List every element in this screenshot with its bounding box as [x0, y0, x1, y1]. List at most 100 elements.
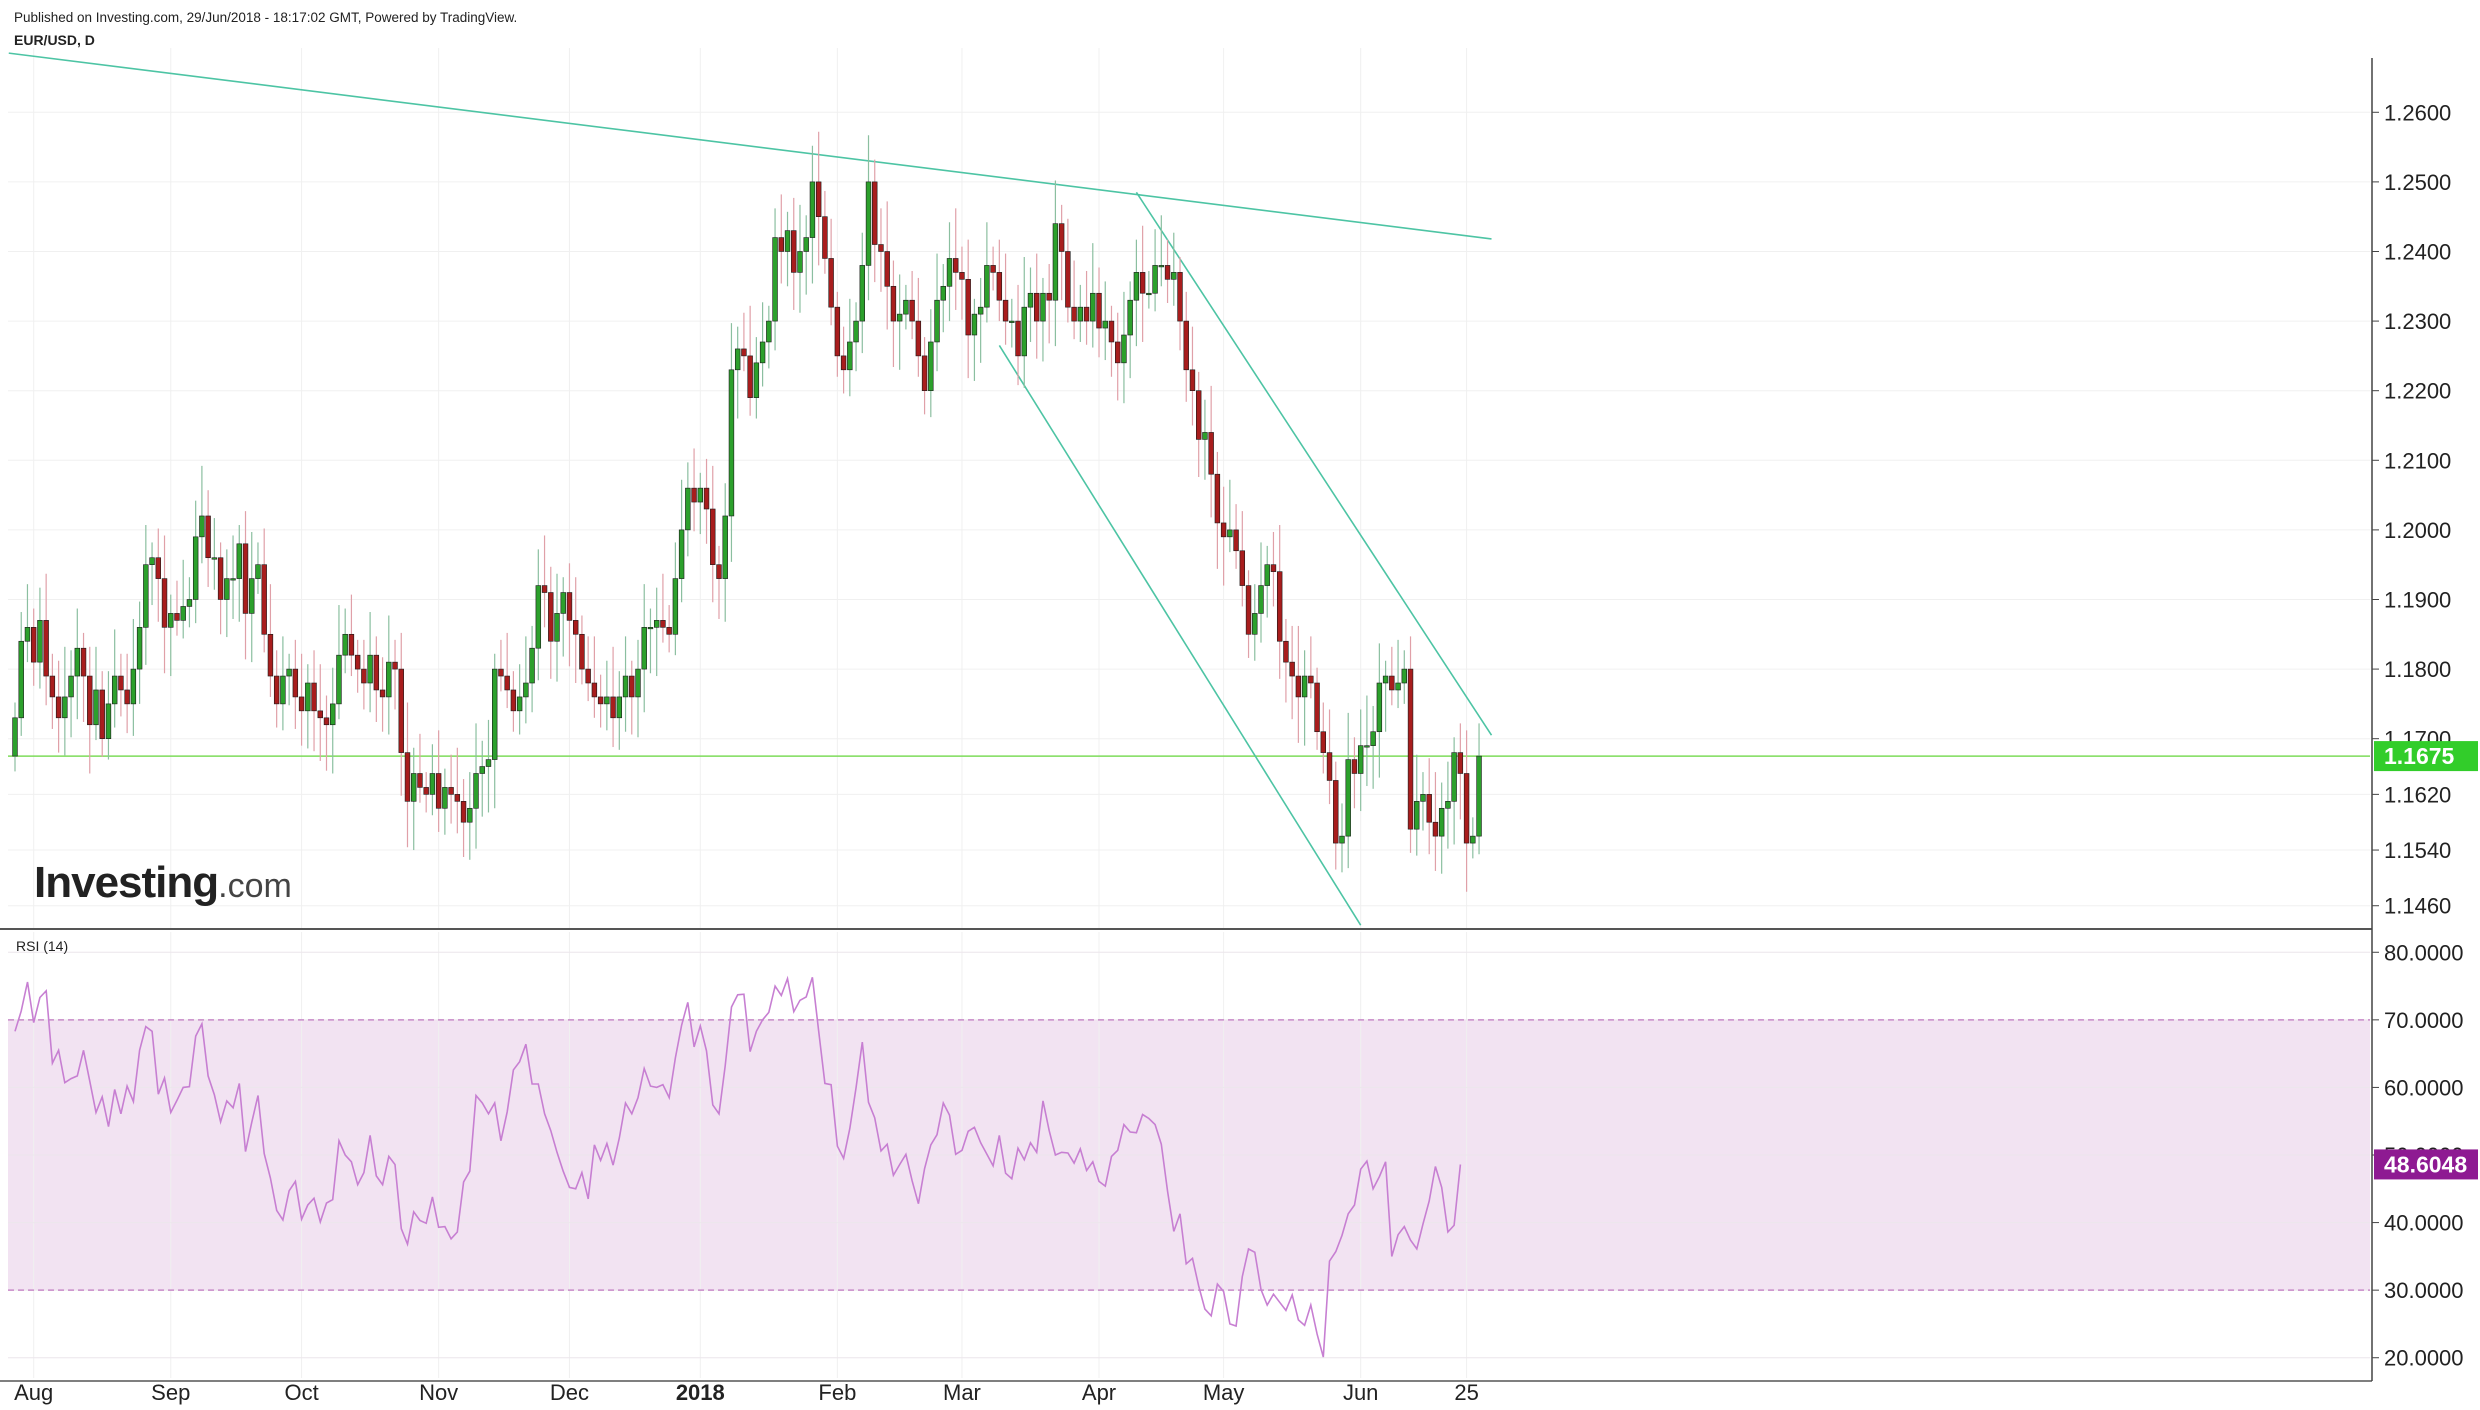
candle-body — [784, 230, 791, 252]
candle-body — [143, 564, 149, 628]
candle-body — [192, 536, 199, 600]
candle-body — [1457, 752, 1464, 774]
candle-body — [734, 348, 741, 371]
candle-body — [1326, 752, 1333, 781]
candle-body — [423, 787, 429, 795]
candle-body — [747, 355, 753, 398]
candle-body — [1058, 223, 1065, 252]
candle-body — [1040, 292, 1046, 322]
candle-body — [205, 515, 211, 559]
candle-body — [703, 487, 710, 510]
candle-body — [323, 717, 330, 726]
candle-body — [647, 627, 654, 630]
candle-body — [541, 585, 548, 593]
candle-body — [516, 696, 523, 712]
price-tick-label: 1.2600 — [2384, 100, 2451, 125]
candle-body — [330, 703, 336, 726]
candle-body — [217, 557, 224, 600]
candle-body — [1015, 320, 1021, 357]
candle-body — [105, 703, 112, 739]
candle-body — [1382, 675, 1389, 684]
candle-body — [93, 689, 99, 726]
candle-body — [1432, 821, 1439, 837]
candle-body — [1220, 522, 1227, 538]
price-tick-label: 1.2200 — [2384, 379, 2451, 404]
candle-body — [1314, 682, 1320, 733]
candle-body — [778, 237, 784, 252]
candle-body — [68, 675, 74, 698]
candle-body — [828, 258, 834, 308]
candle-body — [1245, 585, 1252, 635]
candle-body — [1133, 272, 1140, 301]
candle-body — [460, 801, 467, 823]
candle-body — [535, 585, 542, 649]
candle-body — [435, 773, 442, 809]
candle-body — [454, 794, 461, 802]
candle-body — [99, 689, 105, 739]
candle-body — [666, 627, 672, 635]
candle-body — [865, 181, 872, 266]
candle-body — [1052, 223, 1059, 301]
candle-body — [1027, 292, 1034, 308]
candle-body — [840, 355, 847, 371]
rsi-tick-label: 60.0000 — [2384, 1075, 2464, 1100]
candle-body — [136, 627, 143, 670]
candle-body — [1401, 668, 1407, 684]
candle-body — [872, 181, 878, 245]
price-tick-label: 1.1800 — [2384, 657, 2451, 682]
candle-body — [392, 661, 398, 670]
candle-body — [386, 661, 392, 698]
published-note: Published on Investing.com, 29/Jun/2018 … — [14, 10, 518, 25]
candle-body — [1301, 675, 1308, 698]
candle-body — [990, 265, 996, 273]
candle-body — [305, 682, 311, 712]
candle-body — [1333, 780, 1339, 844]
trendline-3 — [998, 345, 1362, 926]
candle-body — [111, 675, 118, 705]
candle-body — [1102, 320, 1108, 329]
candle-body — [1009, 320, 1015, 323]
candle-body — [417, 773, 423, 788]
candle-body — [1177, 272, 1183, 322]
last-price-badge — [2374, 741, 2478, 772]
candle-body — [921, 355, 928, 391]
candle-body — [1096, 292, 1102, 329]
candle-body — [996, 272, 1003, 301]
candle-body — [1214, 473, 1221, 524]
candle-body — [249, 578, 255, 614]
candle-body — [1264, 564, 1270, 586]
candle-body — [791, 230, 797, 273]
candle-body — [492, 668, 498, 760]
candle-body — [1470, 835, 1476, 844]
candle-body — [977, 306, 984, 315]
candle-body — [579, 633, 585, 670]
candle-body — [442, 787, 448, 809]
price-tick-label: 1.2100 — [2384, 448, 2451, 473]
candle-body — [87, 675, 93, 726]
trendline-1 — [8, 52, 1492, 240]
candle-body — [909, 299, 915, 322]
candle-body — [242, 543, 249, 614]
price-tick-label: 1.1900 — [2384, 587, 2451, 612]
candle-body — [161, 578, 168, 628]
candle-body — [1108, 320, 1115, 343]
candle-body — [404, 752, 411, 802]
candle-body — [560, 592, 566, 614]
candle-body — [1127, 299, 1133, 336]
candle-body — [753, 362, 760, 398]
candle-body — [80, 647, 87, 677]
candle-body — [847, 341, 853, 371]
candle-body — [616, 696, 623, 719]
candle-body — [149, 557, 155, 565]
candle-body — [834, 306, 841, 357]
candle-body — [398, 668, 404, 753]
candle-body — [710, 508, 716, 565]
candle-body — [224, 578, 230, 600]
candle-body — [1308, 675, 1314, 684]
symbol-title: EUR/USD, D — [14, 32, 95, 48]
candle-body — [641, 627, 647, 670]
candle-body — [1021, 306, 1027, 357]
candle-body — [373, 654, 380, 691]
candle-body — [1152, 265, 1158, 294]
